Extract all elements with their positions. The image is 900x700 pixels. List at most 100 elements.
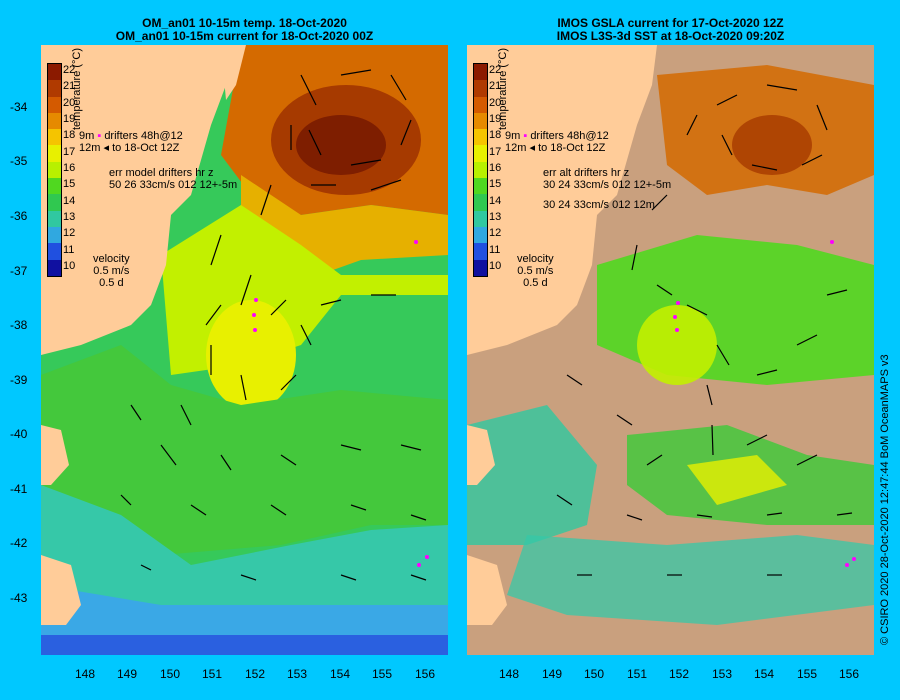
- colorbar-tick-label: 14: [63, 194, 76, 207]
- lat-tick: -40: [10, 427, 28, 441]
- colorbar-tick-label: 18: [63, 129, 76, 142]
- drifter-legend-depth: 9m: [505, 130, 521, 142]
- error-stats-header: err model drifters hr z: [109, 167, 214, 179]
- drifter-legend-depth2: 12m: [79, 142, 101, 154]
- drifter-marker-icon: ▪: [97, 130, 102, 142]
- drifter-legend-depth: 9m: [79, 130, 95, 142]
- colorbar-tick-label: 18: [489, 129, 502, 142]
- colorbar-segment: [48, 112, 61, 130]
- left-title-line1: OM_an01 10-15m temp. 18-Oct-2020: [142, 16, 347, 30]
- colorbar-segment: [48, 64, 61, 81]
- lat-tick: -36: [10, 209, 28, 223]
- lat-tick: -34: [10, 100, 28, 114]
- error-stats-values-alt: 30 24 33cm/s 012 12m: [543, 199, 655, 211]
- lat-tick: -41: [10, 482, 28, 496]
- error-stats: err alt drifters hr z 30 24 33cm/s 012 1…: [543, 167, 671, 211]
- colorbar-tick-label: 17: [63, 145, 76, 158]
- colorbar-tick-label: 10: [489, 259, 502, 272]
- colorbar-segment: [474, 129, 487, 146]
- drifter-legend-to: to 18-Oct 12Z: [538, 142, 606, 154]
- error-stats-values: 50 26 33cm/s 012 12+-5m: [109, 179, 238, 191]
- lat-tick: -43: [10, 591, 28, 605]
- colorbar-tick-label: 22: [63, 64, 76, 77]
- colorbar-segment: [48, 194, 61, 211]
- colorbar-segment: [474, 80, 487, 97]
- colorbar-segment: [474, 194, 487, 211]
- colorbar-segment: [474, 259, 487, 276]
- colorbar-segment: [48, 145, 61, 162]
- colorbar-tick-label: 12: [63, 227, 76, 240]
- velocity-scale: 0.5 m/s: [93, 265, 130, 277]
- lat-tick: -39: [10, 373, 28, 387]
- colorbar-segment: [48, 259, 61, 276]
- lon-tick: 150: [583, 667, 605, 681]
- colorbar-segment: [48, 161, 61, 179]
- colorbar-title: temperature (°C): [71, 47, 83, 130]
- colorbar-tick-label: 15: [63, 178, 76, 191]
- velocity-time: 0.5 d: [99, 277, 124, 289]
- satellite-sst-map: 22 21 20 19 18 17 16 15 14 13 12 11 10 temperature (…: [467, 45, 874, 655]
- arrow-marker-icon: ◂: [529, 142, 535, 154]
- velocity-legend: velocity 0.5 m/s 0.5 d: [93, 253, 130, 289]
- colorbar-tick-label: 10: [63, 259, 76, 272]
- error-stats-header: err alt drifters hr z: [543, 167, 630, 179]
- lat-tick: -35: [10, 154, 28, 168]
- satellite-sst-field: [467, 45, 874, 655]
- colorbar-segment: [474, 178, 487, 195]
- left-title-line2: OM_an01 10-15m current for 18-Oct-2020 0…: [115, 29, 374, 43]
- lon-tick: 151: [626, 667, 648, 681]
- drifter-legend: 9m ▪ drifters 48h@12 12m ◂ to 18-Oct 12Z: [505, 130, 609, 154]
- velocity-arrows: [556, 84, 853, 576]
- velocity-scale: 0.5 m/s: [517, 265, 554, 277]
- drifter-tracks: [673, 240, 856, 567]
- colorbar-tick-label: 15: [489, 178, 502, 191]
- drifter-legend-to: to 18-Oct 12Z: [112, 142, 180, 154]
- velocity-arrows: [120, 69, 427, 581]
- colorbar-segment: [48, 129, 61, 146]
- drifter-legend-depth2: 12m: [505, 142, 527, 154]
- drifter-marker-icon: ▪: [523, 130, 528, 142]
- lon-tick: 151: [201, 667, 223, 681]
- colorbar-title: temperature (°C): [497, 47, 509, 130]
- colorbar-tick-label: 19: [489, 113, 502, 126]
- right-title: IMOS GSLA current for 17-Oct-2020 12Z IM…: [467, 17, 874, 43]
- colorbar-tick-label: 19: [63, 113, 76, 126]
- arrow-marker-icon: ◂: [103, 142, 109, 154]
- colorbar-tick-label: 13: [63, 210, 76, 223]
- colorbar: [473, 63, 488, 277]
- lon-tick: 153: [286, 667, 308, 681]
- right-title-line2: IMOS L3S-3d SST at 18-Oct-2020 09:20Z: [556, 29, 785, 43]
- lon-tick: 156: [838, 667, 860, 681]
- lon-tick: 150: [159, 667, 181, 681]
- colorbar-segment: [474, 96, 487, 113]
- drifter-legend: 9m ▪ drifters 48h@12 12m ◂ to 18-Oct 12Z: [79, 130, 183, 154]
- colorbar-tick-label: 21: [63, 80, 76, 93]
- right-title-line1: IMOS GSLA current for 17-Oct-2020 12Z: [557, 16, 784, 30]
- left-title: OM_an01 10-15m temp. 18-Oct-2020 OM_an01…: [41, 17, 448, 43]
- colorbar-tick-label: 22: [489, 64, 502, 77]
- lon-tick: 153: [711, 667, 733, 681]
- velocity-label: velocity: [517, 253, 554, 265]
- colorbar-segment: [474, 243, 487, 260]
- lon-tick: 149: [541, 667, 563, 681]
- colorbar-segment: [474, 161, 487, 179]
- lon-tick: 152: [244, 667, 266, 681]
- colorbar-tick-label: 14: [489, 194, 502, 207]
- colorbar: [47, 63, 62, 277]
- colorbar-segment: [48, 178, 61, 195]
- lon-tick: 148: [74, 667, 96, 681]
- colorbar-segment: [48, 226, 61, 244]
- colorbar-segment: [474, 226, 487, 244]
- colorbar-segment: [474, 112, 487, 130]
- error-stats: err model drifters hr z 50 26 33cm/s 012…: [109, 167, 237, 191]
- colorbar-segment: [474, 145, 487, 162]
- lon-tick: 152: [668, 667, 690, 681]
- colorbar-tick-label: 17: [489, 145, 502, 158]
- velocity-label: velocity: [93, 253, 130, 265]
- lon-tick: 154: [329, 667, 351, 681]
- copyright-note: © CSIRO 2020 28-Oct-2020 12:47:44 BoM Oc…: [879, 354, 891, 645]
- colorbar-tick-label: 12: [489, 227, 502, 240]
- colorbar-tick-label: 16: [63, 162, 76, 174]
- lon-tick: 148: [498, 667, 520, 681]
- drifter-legend-label: drifters 48h@12: [104, 130, 183, 142]
